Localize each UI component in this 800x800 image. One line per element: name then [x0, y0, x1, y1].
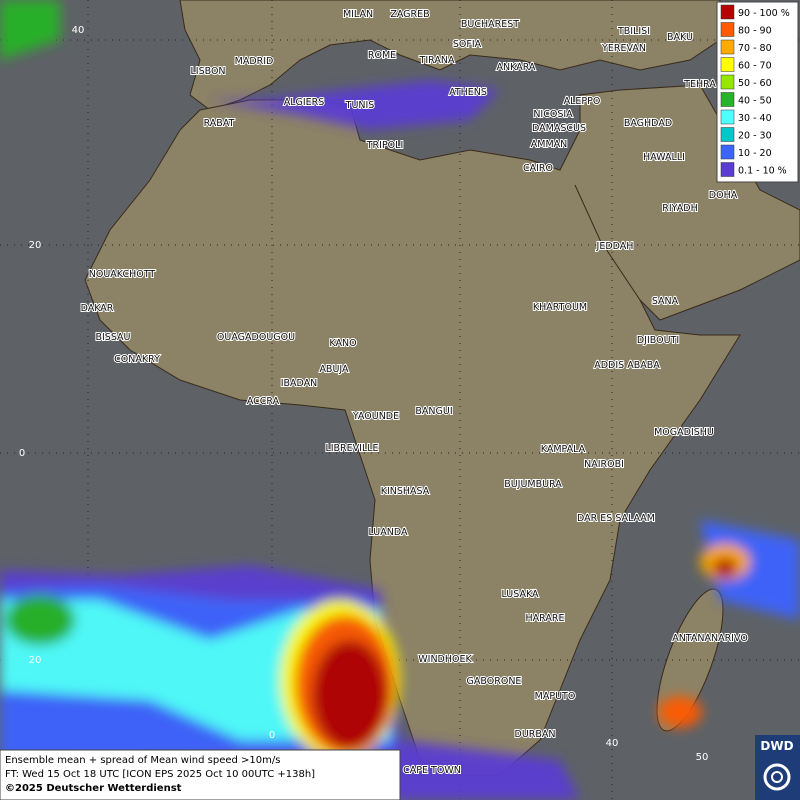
lat-label: 0 [19, 448, 25, 459]
city-label: DJIBOUTI [637, 335, 679, 346]
legend-label: 60 - 70 [738, 61, 772, 72]
graticule-labels: 40 20 0 20 0 40 50 [19, 25, 709, 763]
footer-line: Ensemble mean + spread of Mean wind spee… [5, 755, 280, 766]
city-label: CONAKRY [114, 354, 160, 365]
city-label: NOUAKCHOTT [89, 269, 156, 280]
city-label: GABORONE [467, 676, 522, 687]
legend-label: 80 - 90 [738, 26, 772, 37]
city-label: ANTANANARIVO [672, 633, 748, 644]
city-label: KANO [329, 338, 356, 349]
city-label: HAWALLI [643, 152, 685, 163]
city-label: KHARTOUM [533, 302, 587, 313]
city-label: ROME [368, 50, 396, 61]
city-label: DAKAR [81, 303, 114, 314]
legend-swatch [720, 22, 735, 37]
legend-swatch [720, 127, 735, 142]
city-label: ANKARA [497, 62, 536, 73]
legend-label: 40 - 50 [738, 96, 772, 107]
lon-label: 50 [696, 752, 709, 763]
city-label: BISSAU [95, 332, 130, 343]
legend-label: 20 - 30 [738, 131, 772, 142]
city-label: ACCRA [247, 396, 280, 407]
legend-swatch [720, 109, 735, 125]
city-label: IBADAN [281, 378, 318, 389]
city-label: TBILISI [617, 26, 650, 37]
city-label: LISBON [190, 66, 225, 77]
city-label: BAKU [667, 32, 693, 43]
city-label: NICOSIA [533, 109, 573, 120]
legend-swatch [720, 92, 735, 107]
city-label: ABUJA [319, 364, 349, 375]
logo-text: DWD [760, 739, 793, 753]
footer-box [0, 749, 401, 800]
legend-swatch [720, 57, 735, 72]
city-label: DAR ES SALAAM [577, 513, 655, 524]
city-label: YAOUNDE [352, 411, 399, 422]
legend-label: 70 - 80 [738, 43, 772, 54]
legend-swatch [720, 144, 735, 160]
city-label: BUJUMBURA [504, 479, 562, 490]
city-label: KINSHASA [381, 486, 430, 497]
city-label: CAPE TOWN [403, 765, 461, 776]
city-label: RABAT [204, 118, 235, 129]
city-label: ALGIERS [284, 97, 325, 108]
lon-label: 40 [606, 738, 619, 749]
city-label: LUSAKA [501, 589, 539, 600]
legend-swatch [720, 39, 735, 55]
city-label: OUAGADOUGOU [217, 332, 295, 343]
lat-label: 20 [29, 655, 42, 666]
lat-label: 20 [29, 240, 42, 251]
city-label: MADRID [235, 56, 274, 67]
city-label: MILAN [343, 9, 373, 20]
city-label: ZAGREB [390, 9, 429, 20]
city-label: TEHRA [683, 79, 716, 90]
city-label: JEDDAH [596, 241, 634, 252]
city-label: RIYADH [662, 203, 697, 214]
city-label: WINDHOEK [418, 654, 472, 665]
legend-label: 50 - 60 [738, 78, 772, 89]
city-label: AMMAN [531, 139, 568, 150]
footer-line: FT: Wed 15 Oct 18 UTC [ICON EPS 2025 Oct… [5, 769, 315, 780]
city-label: TIRANA [419, 55, 455, 66]
city-label: HARARE [526, 613, 565, 624]
legend: 90 - 100 % 80 - 90 70 - 80 60 - 70 50 - 60 40… [716, 1, 799, 183]
city-label: KAMPALA [541, 444, 586, 455]
legend-swatch [720, 74, 735, 90]
lat-label: 40 [72, 25, 85, 36]
city-label: LUANDA [368, 527, 408, 538]
city-label: SOFIA [453, 39, 482, 50]
legend-swatch [720, 4, 735, 20]
legend-label: 10 - 20 [738, 148, 772, 159]
city-label: CAIRO [523, 163, 553, 174]
logo: DWD [755, 735, 800, 800]
city-label: BUCHAREST [461, 19, 519, 30]
city-label: DAMASCUS [532, 123, 586, 134]
city-label: BANGUI [415, 406, 452, 417]
city-label: TUNIS [345, 100, 375, 111]
land [84, 0, 800, 776]
city-label: LIBREVILLE [325, 443, 378, 454]
legend-label: 0.1 - 10 % [738, 166, 787, 177]
legend-label: 30 - 40 [738, 113, 772, 124]
city-label: ALEPPO [564, 96, 601, 107]
city-label: ATHENS [449, 87, 487, 98]
legend-label: 90 - 100 % [738, 8, 790, 19]
city-label: TRIPOLI [366, 140, 404, 151]
city-label: DURBAN [515, 729, 556, 740]
lon-label: 0 [269, 730, 275, 741]
city-label: YEREVAN [601, 43, 646, 54]
city-label: NAIROBI [584, 459, 624, 470]
city-label: MOGADISHU [654, 427, 714, 438]
city-label: DOHA [709, 190, 738, 201]
footer-line: ©2025 Deutscher Wetterdienst [5, 783, 182, 794]
city-label: SANA [652, 296, 679, 307]
legend-swatch [720, 162, 735, 177]
city-label: MAPUTO [535, 691, 576, 702]
city-label: ADDIS ABABA [594, 360, 660, 371]
city-label: BAGHDAD [624, 118, 672, 129]
city-labels: MILAN ZAGREB BUCHAREST BAKU TBILISI YEREVAN TE… [80, 8, 749, 777]
